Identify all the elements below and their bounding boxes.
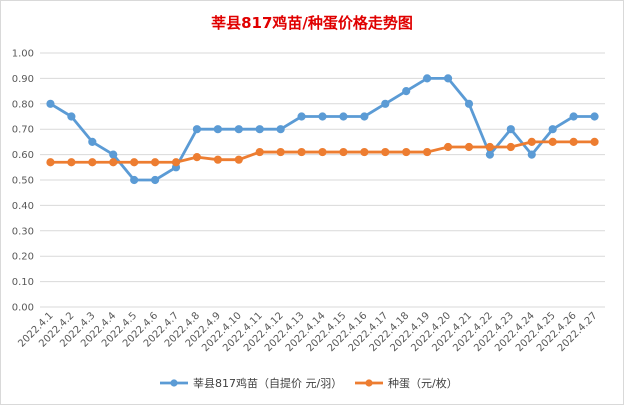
data-point <box>255 147 264 157</box>
data-point <box>506 125 515 134</box>
legend-label: 莘县817鸡苗（自提价 元/羽） <box>193 376 342 390</box>
data-point <box>192 153 202 162</box>
data-point <box>590 112 599 121</box>
y-tick-label: 0.60 <box>12 150 34 161</box>
data-point <box>506 142 515 152</box>
data-point <box>485 150 495 159</box>
data-point <box>527 137 536 146</box>
data-point <box>381 147 390 157</box>
data-point <box>234 155 243 164</box>
series-2 <box>46 137 599 167</box>
data-point <box>213 125 222 134</box>
data-point <box>150 175 160 185</box>
data-point <box>192 125 202 134</box>
data-point <box>130 158 139 167</box>
y-tick-label: 0.30 <box>12 226 34 237</box>
data-point <box>464 99 474 108</box>
data-point <box>402 147 411 157</box>
y-tick-label: 0.80 <box>12 99 34 110</box>
data-point <box>402 87 411 96</box>
data-point <box>443 142 453 152</box>
data-point <box>464 142 474 152</box>
data-point <box>381 99 390 108</box>
legend-marker <box>365 379 373 387</box>
data-point <box>569 137 578 146</box>
legend-label: 种蛋（元/枚） <box>388 376 458 390</box>
data-point <box>109 158 118 167</box>
data-point <box>297 112 306 121</box>
data-point <box>485 142 495 152</box>
chart-title: 莘县817鸡苗/种蛋价格走势图 <box>211 14 413 32</box>
data-point <box>339 147 348 157</box>
y-axis-tick-labels: 0.00 0.10 0.20 0.30 0.40 0.50 0.60 0.70 0.80 0.90… <box>12 49 34 314</box>
data-point <box>67 112 76 121</box>
data-point <box>130 175 139 185</box>
data-point <box>423 74 432 83</box>
data-point <box>297 147 306 157</box>
gridlines <box>40 52 605 308</box>
y-tick-label: 0.20 <box>12 252 34 263</box>
y-tick-label: 0.00 <box>12 303 34 314</box>
data-point <box>360 112 369 121</box>
data-point <box>339 112 348 121</box>
data-point <box>276 125 285 134</box>
data-point <box>548 125 557 134</box>
data-point <box>88 158 97 167</box>
data-point <box>213 155 222 164</box>
data-point <box>150 158 160 167</box>
data-point <box>443 74 453 83</box>
data-point <box>88 137 97 146</box>
legend: 莘县817鸡苗（自提价 元/羽） 种蛋（元/枚） <box>160 376 458 390</box>
data-point <box>255 125 264 134</box>
data-point <box>46 99 55 108</box>
data-point <box>548 137 557 146</box>
y-tick-label: 0.10 <box>12 277 34 288</box>
series-group <box>46 74 599 185</box>
data-point <box>569 112 578 121</box>
data-point <box>318 147 327 157</box>
data-point <box>423 147 432 157</box>
data-point <box>527 150 536 159</box>
data-point <box>276 147 285 157</box>
data-point <box>318 112 327 121</box>
data-point <box>46 158 55 167</box>
data-point <box>109 150 118 159</box>
data-point <box>590 137 599 146</box>
y-tick-label: 0.90 <box>12 74 34 85</box>
legend-marker <box>170 379 178 387</box>
data-point <box>234 125 243 134</box>
data-point <box>171 158 181 167</box>
data-point <box>360 147 369 157</box>
data-point <box>67 158 76 167</box>
y-tick-label: 0.40 <box>12 201 34 212</box>
y-tick-label: 1.00 <box>12 49 34 60</box>
y-tick-label: 0.70 <box>12 125 34 136</box>
y-tick-label: 0.50 <box>12 176 34 187</box>
